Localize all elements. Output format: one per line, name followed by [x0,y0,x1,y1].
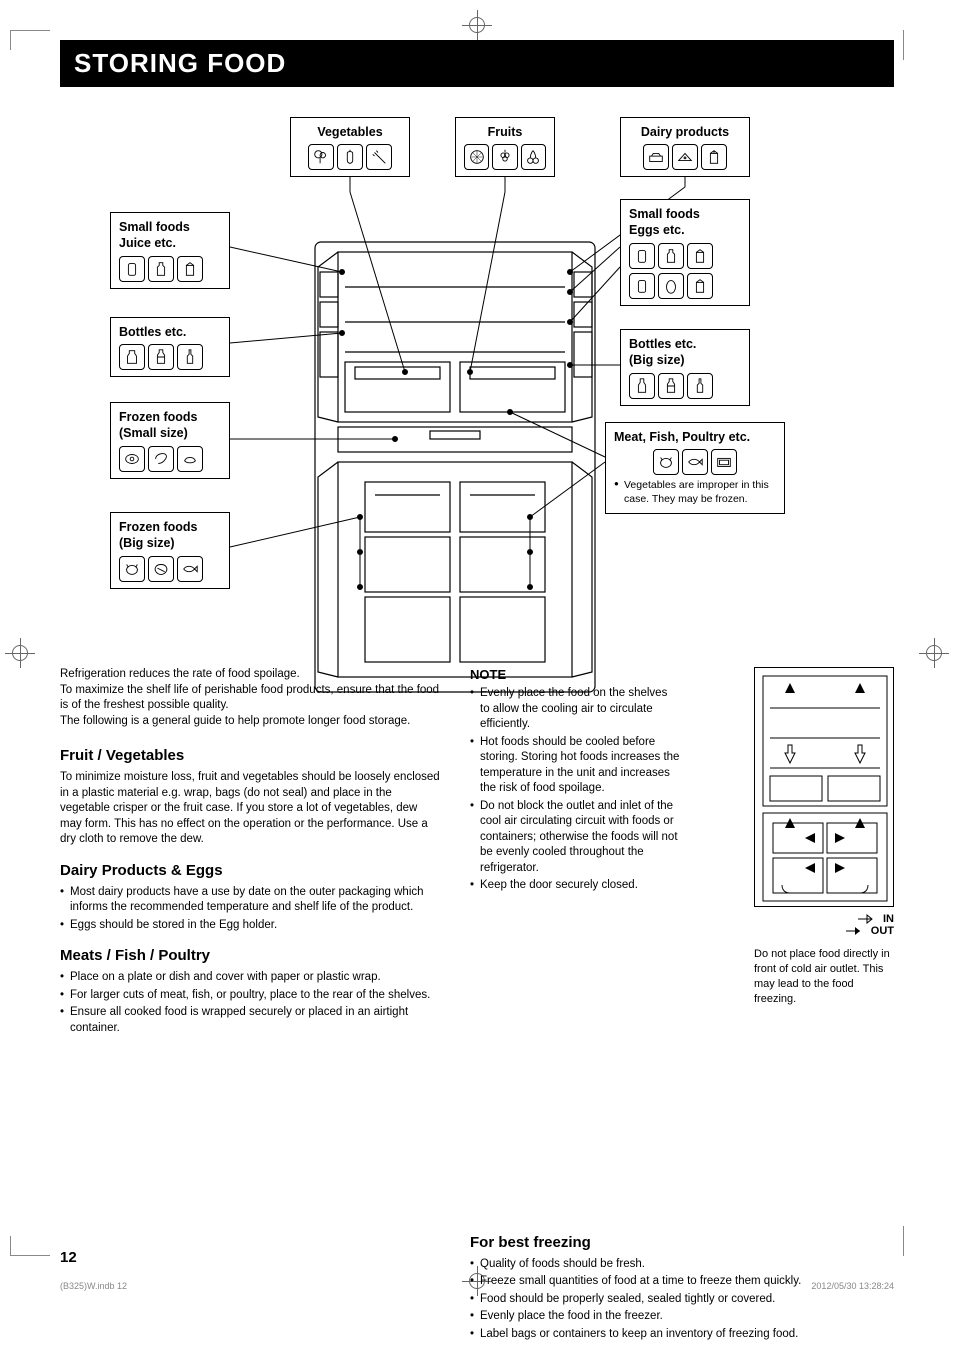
callout-bottles: Bottles etc. [110,317,230,377]
chicken-icon [653,449,679,475]
callout-title: Meat, Fish, Poultry etc. [614,429,776,445]
callout-bottles-big: Bottles etc. (Big size) [620,329,750,406]
fridge-illustration [310,237,600,697]
text-columns: Refrigeration reduces the rate of food s… [60,667,894,1356]
carrot-icon [366,144,392,170]
section-body: To minimize moisture loss, fruit and veg… [60,770,440,848]
section-note: NOTE Evenly place the food on the shelve… [470,667,680,894]
section-dairy: Dairy Products & Eggs Most dairy product… [60,862,440,934]
list-item: Eggs should be stored in the Egg holder. [60,918,440,934]
list-item: Label bags or containers to keep an inve… [470,1327,894,1343]
chicken-icon [119,556,145,582]
section-fruit-veg: Fruit / Vegetables To minimize moisture … [60,747,440,848]
wine-icon [687,373,713,399]
footer-metadata: (B325)W.indb 12 2012/05/30 13:28:24 [60,1281,894,1291]
butter-icon [643,144,669,170]
corner-mark-bl [10,1236,50,1256]
callout-meat: Meat, Fish, Poultry etc. Vegetables are … [605,422,785,514]
bottle-icon [658,373,684,399]
list-item: Food should be properly sealed, sealed t… [470,1292,894,1308]
corner-mark-tl [10,30,50,50]
corner-mark-tr [903,30,904,60]
dumpling-icon [177,446,203,472]
crop-mark-left [5,638,35,668]
page-content: STORING FOOD Vegetables Fruits Dairy pro… [60,40,894,1266]
callout-fruits: Fruits [455,117,555,177]
callout-small-eggs: Small foods Eggs etc. [620,199,750,306]
cherry-icon [521,144,546,170]
airflow-legend: IN OUT [754,913,894,937]
pepper-icon [337,144,363,170]
crop-mark-top [462,10,492,40]
callout-title: Vegetables [299,124,401,140]
egg-icon [658,273,684,299]
can-icon [629,243,655,269]
callout-title: Frozen foods (Big size) [119,519,221,552]
callout-dairy: Dairy products [620,117,750,177]
callout-frozen-small: Frozen foods (Small size) [110,402,230,479]
callout-note: Vegetables are improper in this case. Th… [614,479,776,506]
section-meats: Meats / Fish / Poultry Place on a plate … [60,947,440,1036]
page-number: 12 [60,1249,77,1266]
page-title-bar: STORING FOOD [60,40,894,87]
grapes-icon [492,144,517,170]
callout-vegetables: Vegetables [290,117,410,177]
storage-diagram: Vegetables Fruits Dairy products [60,117,894,647]
broccoli-icon [308,144,334,170]
callout-title: Small foods Juice etc. [119,219,221,252]
airflow-diagram: IN OUT Do not place food directly in fro… [754,667,894,1006]
out-label: OUT [871,925,894,937]
wine-icon [177,344,203,370]
bottle-icon [629,373,655,399]
list-item: Hot foods should be cooled before storin… [470,735,680,797]
carton-icon [701,144,727,170]
bottle-icon [148,256,174,282]
callout-title: Fruits [464,124,546,140]
can-icon [119,256,145,282]
fish-icon [177,556,203,582]
page-title: STORING FOOD [74,48,286,78]
callout-title: Bottles etc. (Big size) [629,336,741,369]
melon-icon [464,144,489,170]
callout-small-juice: Small foods Juice etc. [110,212,230,289]
list-item: Evenly place the food in the freezer. [470,1309,894,1325]
bottle-icon [658,243,684,269]
meat-pack-icon [711,449,737,475]
callout-frozen-big: Frozen foods (Big size) [110,512,230,589]
jug-icon [119,344,145,370]
cheese-icon [672,144,698,170]
list-item: For larger cuts of meat, fish, or poultr… [60,988,440,1004]
airflow-caption: Do not place food directly in front of c… [754,947,894,1006]
list-item: Do not block the outlet and inlet of the… [470,799,680,877]
footer-left: (B325)W.indb 12 [60,1281,127,1291]
list-item: Keep the door securely closed. [470,878,680,894]
bottle-icon [148,344,174,370]
carton-icon [177,256,203,282]
carton-icon [687,243,713,269]
section-heading: For best freezing [470,1234,894,1251]
column-right: NOTE Evenly place the food on the shelve… [470,667,894,1356]
callout-title: Bottles etc. [119,324,221,340]
in-label: IN [883,913,894,925]
carton-icon [687,273,713,299]
list-item: Most dairy products have a use by date o… [60,885,440,916]
steak-icon [148,556,174,582]
fish-icon [682,449,708,475]
callout-title: Small foods Eggs etc. [629,206,741,239]
section-heading: Fruit / Vegetables [60,747,440,764]
callout-title: Dairy products [629,124,741,140]
can-icon [629,273,655,299]
crop-mark-right [919,638,949,668]
section-heading: Dairy Products & Eggs [60,862,440,879]
shrimp-icon [148,446,174,472]
list-item: Quality of foods should be fresh. [470,1257,894,1273]
list-item: Place on a plate or dish and cover with … [60,970,440,986]
footer-right: 2012/05/30 13:28:24 [811,1281,894,1291]
meat-icon [119,446,145,472]
list-item: Ensure all cooked food is wrapped secure… [60,1005,440,1036]
section-heading: Meats / Fish / Poultry [60,947,440,964]
corner-mark-br [903,1226,904,1256]
column-left: Refrigeration reduces the rate of food s… [60,667,440,1356]
callout-title: Frozen foods (Small size) [119,409,221,442]
